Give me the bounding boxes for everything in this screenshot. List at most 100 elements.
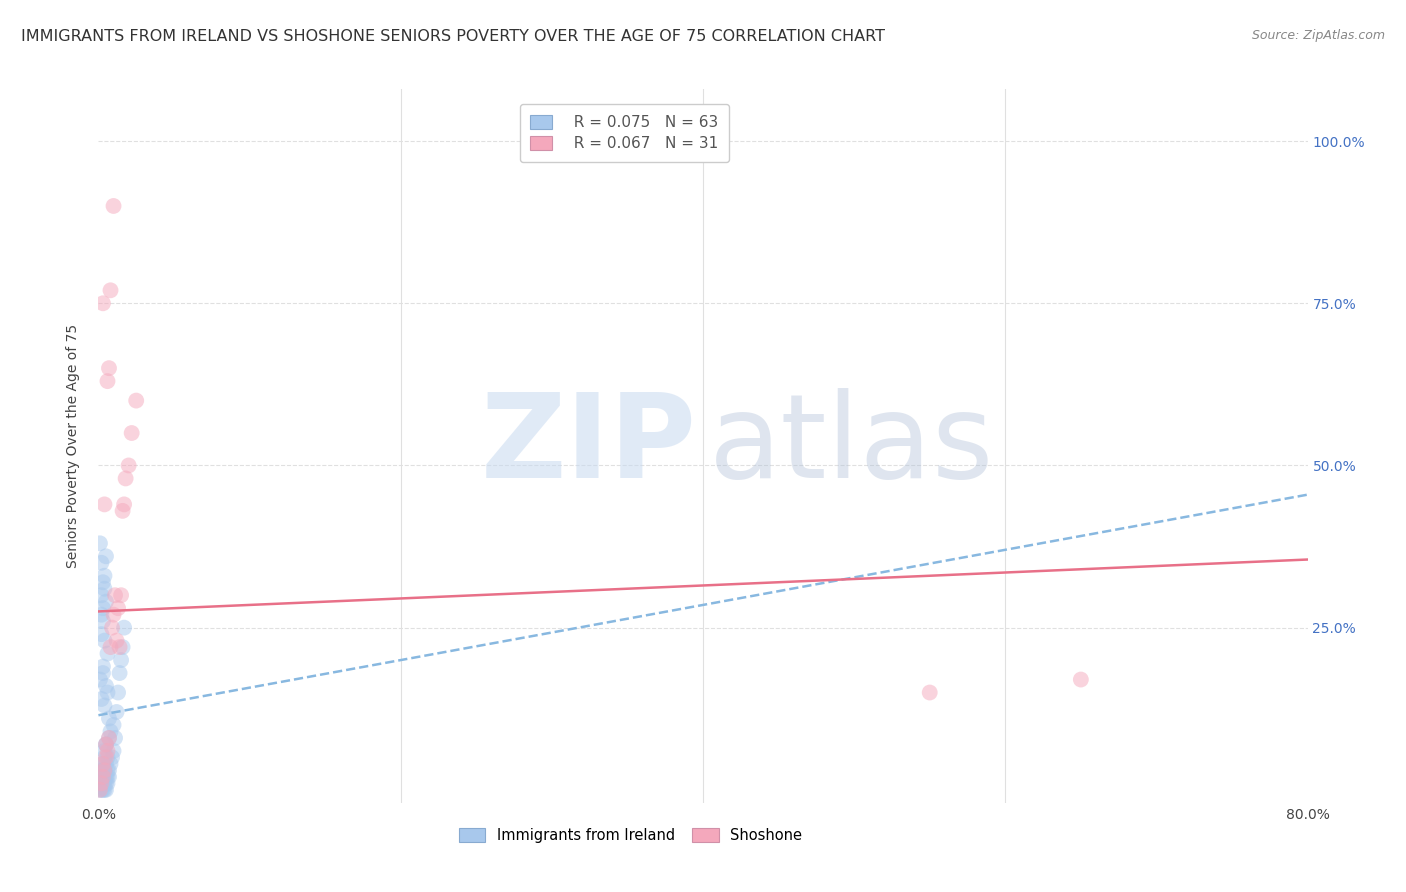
Text: atlas: atlas [709, 389, 994, 503]
Point [96, 744, 118, 758]
Point [101, 621, 124, 635]
Point [94, 738, 117, 752]
Point [91, 614, 114, 628]
Point [94, 738, 117, 752]
Text: Source: ZipAtlas.com: Source: ZipAtlas.com [1251, 29, 1385, 42]
Point [96, 647, 118, 661]
Point [90, 776, 112, 790]
Point [107, 601, 129, 615]
Point [103, 744, 125, 758]
Point [110, 653, 132, 667]
Point [918, 685, 941, 699]
Point [91, 666, 114, 681]
Point [111, 640, 134, 654]
Point [96, 374, 118, 388]
Point [100, 640, 122, 654]
Point [94, 595, 117, 609]
Point [96, 750, 118, 764]
Point [96, 776, 118, 790]
Point [114, 471, 136, 485]
Point [98, 770, 121, 784]
Point [96, 770, 118, 784]
Point [1070, 673, 1092, 687]
Point [103, 718, 125, 732]
Point [104, 588, 127, 602]
Point [91, 782, 114, 797]
Point [103, 199, 125, 213]
Point [90, 770, 112, 784]
Y-axis label: Seniors Poverty Over the Age of 75: Seniors Poverty Over the Age of 75 [66, 324, 80, 568]
Point [90, 556, 112, 570]
Point [90, 627, 112, 641]
Point [94, 776, 117, 790]
Point [111, 504, 134, 518]
Text: IMMIGRANTS FROM IRELAND VS SHOSHONE SENIORS POVERTY OVER THE AGE OF 75 CORRELATI: IMMIGRANTS FROM IRELAND VS SHOSHONE SENI… [21, 29, 886, 44]
Point [104, 731, 127, 745]
Point [90, 764, 112, 778]
Point [91, 764, 114, 778]
Point [90, 607, 112, 622]
Point [93, 497, 115, 511]
Point [94, 549, 117, 564]
Point [89, 536, 111, 550]
Point [121, 425, 143, 440]
Point [94, 738, 117, 752]
Point [107, 685, 129, 699]
Point [93, 568, 115, 582]
Point [98, 731, 121, 745]
Point [105, 633, 128, 648]
Point [93, 770, 115, 784]
Point [91, 770, 114, 784]
Point [93, 698, 115, 713]
Point [118, 458, 141, 473]
Point [90, 782, 112, 797]
Point [100, 756, 122, 771]
Point [91, 296, 114, 310]
Point [94, 750, 117, 764]
Point [98, 361, 121, 376]
Point [93, 633, 115, 648]
Point [94, 770, 117, 784]
Point [100, 724, 122, 739]
Point [103, 607, 125, 622]
Point [93, 744, 115, 758]
Point [94, 756, 117, 771]
Point [91, 770, 114, 784]
Point [94, 679, 117, 693]
Point [101, 750, 124, 764]
Point [93, 764, 115, 778]
Point [93, 776, 115, 790]
Point [93, 764, 115, 778]
Point [96, 685, 118, 699]
Point [110, 588, 132, 602]
Point [125, 393, 148, 408]
Text: ZIP: ZIP [481, 389, 697, 503]
Point [98, 731, 121, 745]
Point [96, 764, 118, 778]
Point [98, 764, 121, 778]
Point [93, 782, 115, 797]
Point [89, 782, 111, 797]
Point [108, 666, 131, 681]
Point [94, 782, 117, 797]
Point [112, 497, 135, 511]
Point [108, 640, 131, 654]
Point [93, 582, 115, 596]
Point [91, 756, 114, 771]
Point [105, 705, 128, 719]
Point [89, 673, 111, 687]
Point [98, 711, 121, 725]
Point [90, 588, 112, 602]
Point [112, 621, 135, 635]
Point [91, 776, 114, 790]
Point [90, 692, 112, 706]
Point [91, 575, 114, 590]
Point [91, 659, 114, 673]
Legend: Immigrants from Ireland, Shoshone: Immigrants from Ireland, Shoshone [453, 822, 808, 849]
Point [91, 756, 114, 771]
Point [89, 776, 111, 790]
Point [89, 782, 111, 797]
Point [93, 750, 115, 764]
Point [91, 601, 114, 615]
Point [100, 283, 122, 297]
